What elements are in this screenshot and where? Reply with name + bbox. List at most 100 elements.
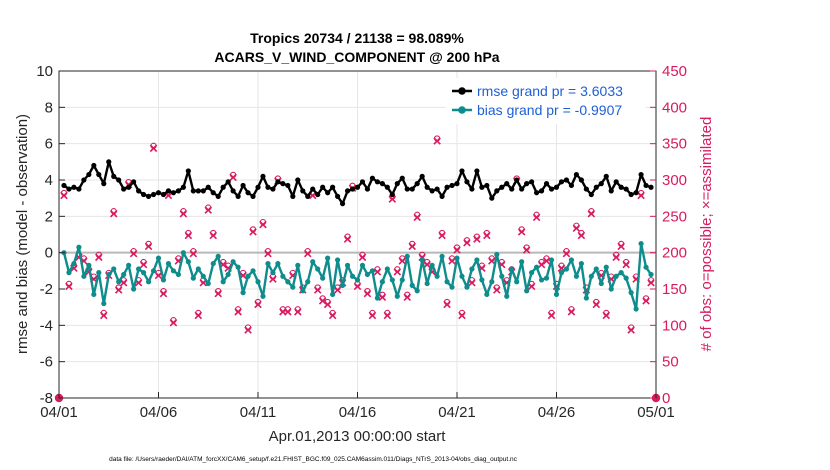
obs-assimilated-marker	[284, 308, 292, 316]
bias-point	[429, 262, 435, 268]
rmse-point	[474, 168, 480, 174]
bias-point	[215, 253, 221, 259]
bias-point	[280, 273, 286, 279]
obs-x-stroke	[164, 191, 173, 200]
rmse-point	[61, 182, 67, 189]
rmse-point	[285, 182, 291, 189]
legend-bias-marker	[458, 106, 466, 114]
obs-assimilated-marker	[114, 286, 123, 294]
obs-assimilated-marker	[572, 224, 581, 232]
bias-point	[553, 291, 560, 298]
obs-x-stroke	[592, 300, 601, 309]
obs-x-stroke	[269, 275, 277, 283]
rmse-point	[394, 181, 400, 187]
y-right-tick-label: 250	[662, 208, 687, 225]
obs-x-stroke	[493, 286, 501, 294]
y-axis-left: -8 -6 -4 -2 0 2 4 6 8 10	[36, 63, 65, 407]
bias-point	[558, 270, 565, 276]
rmse-point	[593, 184, 599, 190]
bias-point	[330, 291, 336, 298]
series-lines	[61, 159, 654, 312]
obs-assimilated-marker	[542, 257, 551, 265]
bias-point	[494, 251, 500, 258]
obs-assimilated-marker	[443, 300, 451, 309]
bias-point	[220, 279, 226, 285]
obs-assimilated-marker	[458, 311, 466, 320]
y-tick-label: 0	[45, 245, 53, 262]
bias-point	[593, 266, 599, 272]
bias-point	[96, 270, 102, 276]
rmse-point	[613, 179, 619, 185]
bias-point	[200, 273, 206, 279]
obs-x-stroke	[234, 308, 242, 316]
rmse-point	[534, 190, 540, 196]
bias-point	[439, 253, 445, 259]
obs-x-stroke	[343, 235, 352, 243]
rmse-point	[429, 188, 435, 194]
rmse-point	[558, 179, 565, 185]
obs-x-stroke	[204, 206, 213, 214]
obs-x-stroke	[587, 209, 596, 218]
obs-assimilated-marker	[343, 235, 352, 243]
rmse-point	[91, 162, 97, 169]
obs-assimilated-marker	[562, 249, 571, 258]
obs-x-stroke	[294, 308, 302, 316]
y-right-tick-label: 50	[662, 354, 679, 371]
rmse-point	[131, 179, 137, 185]
obs-x-stroke	[244, 326, 252, 334]
bias-point	[444, 279, 450, 285]
rmse-point	[399, 175, 405, 181]
obs-assimilated-marker	[144, 242, 153, 251]
obs-x-stroke	[358, 253, 367, 262]
bias-point	[638, 240, 644, 247]
obs-x-stroke	[139, 260, 148, 269]
obs-assimilated-marker	[303, 249, 312, 258]
obs-x-stroke	[393, 268, 402, 276]
bias-point	[230, 259, 236, 265]
bias-point	[613, 273, 619, 279]
bias-point	[469, 266, 475, 272]
rmse-point	[280, 181, 286, 187]
obs-assimilated-marker	[488, 257, 496, 265]
bias-point	[170, 268, 177, 274]
bias-point	[121, 271, 127, 278]
rmse-point	[449, 182, 455, 189]
x-tick-label: 04/01	[40, 404, 78, 421]
obs-x-stroke	[284, 308, 292, 316]
bias-point	[598, 280, 604, 287]
obs-assimilated-marker	[433, 137, 441, 145]
rmse-point	[384, 184, 390, 190]
rmse-point	[479, 184, 485, 190]
bias-point	[384, 266, 390, 272]
rmse-point	[439, 193, 445, 199]
obs-assimilated-marker	[65, 282, 73, 291]
bias-point	[349, 273, 356, 279]
bias-point	[195, 266, 201, 272]
obs-x-stroke	[378, 293, 387, 302]
rmse-point	[618, 184, 624, 190]
obs-x-stroke	[149, 144, 158, 153]
obs-assimilated-marker	[642, 297, 650, 305]
rmse-point	[290, 193, 296, 199]
rmse-point	[499, 184, 505, 190]
obs-assimilated-marker	[139, 260, 148, 269]
obs-x-stroke	[368, 311, 377, 320]
bias-point	[315, 266, 321, 272]
x-axis: 04/01 04/06 04/11 04/16 04/21 04/26 05/01	[40, 392, 675, 421]
rmse-point	[359, 179, 366, 185]
obs-assimilated-marker	[383, 311, 392, 320]
obs-assimilated-marker	[378, 293, 387, 302]
obs-assimilated-marker	[592, 300, 601, 309]
bias-point	[573, 273, 580, 279]
rmse-point	[538, 188, 545, 194]
bias-point	[434, 273, 440, 279]
obs-assimilated-marker	[463, 239, 471, 247]
obs-x-stroke	[134, 278, 143, 287]
obs-x-stroke	[522, 246, 531, 254]
bias-point	[354, 277, 361, 283]
x-tick-label: 04/06	[140, 404, 178, 421]
rmse-point	[330, 184, 336, 190]
rmse-point	[160, 191, 167, 198]
bias-point	[101, 300, 107, 307]
bias-point	[504, 293, 510, 299]
